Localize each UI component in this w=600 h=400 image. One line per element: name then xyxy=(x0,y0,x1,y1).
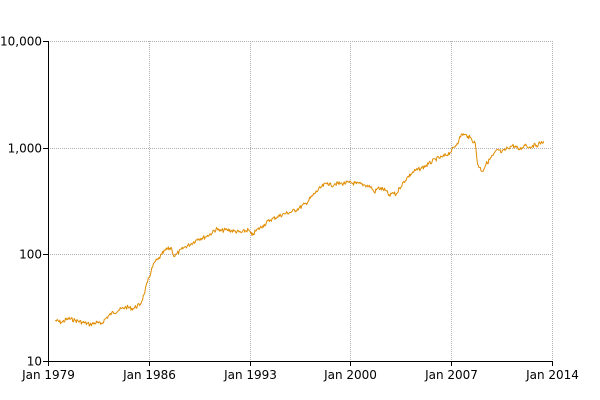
x-tick-label: Jan 1979 xyxy=(21,368,75,382)
y-tick-label: 100 xyxy=(19,248,42,262)
tick-labels: Jan 1979 Jan 1986 Jan 1993 Jan 2000 Jan 2007… xyxy=(0,35,579,383)
y-tick-label: 10 xyxy=(27,355,42,369)
x-tick-label: Jan 1986 xyxy=(122,368,176,382)
series-line xyxy=(55,133,545,327)
x-tick-label: Jan 1993 xyxy=(223,368,277,382)
series-layer xyxy=(55,133,545,327)
y-tick-label: 1,000 xyxy=(8,142,42,156)
x-tick-label: Jan 2007 xyxy=(424,368,478,382)
x-tick-label: Jan 2014 xyxy=(525,368,579,382)
x-tick-label: Jan 2000 xyxy=(323,368,377,382)
y-tick-label: 10,000 xyxy=(0,35,42,49)
axes xyxy=(43,41,553,366)
grid xyxy=(48,41,553,362)
